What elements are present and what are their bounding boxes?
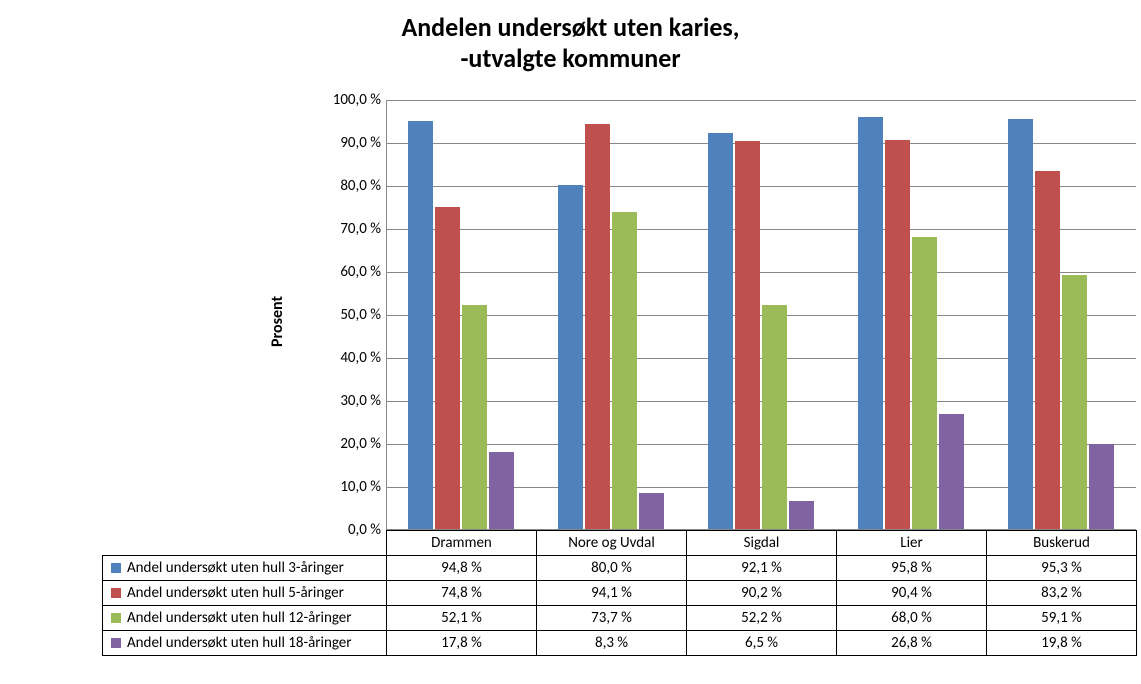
- data-cell: 19,8 %: [987, 631, 1137, 656]
- data-cell: 73,7 %: [537, 606, 687, 631]
- y-tick-label: 60,0 %: [340, 263, 387, 281]
- title-line-2: -utvalgte kommuner: [0, 43, 1141, 74]
- data-cell: 17,8 %: [387, 631, 537, 656]
- title-line-1: Andelen undersøkt uten karies,: [0, 12, 1141, 43]
- data-cell: 80,0 %: [537, 556, 687, 581]
- data-cell: 92,1 %: [687, 556, 837, 581]
- bar: [612, 212, 637, 529]
- y-tick-label: 50,0 %: [340, 306, 387, 324]
- category-header: Drammen: [387, 531, 537, 556]
- series-legend-cell: Andel undersøkt uten hull 3-åringer: [103, 556, 387, 581]
- bar: [489, 452, 514, 529]
- y-tick-label: 20,0 %: [340, 435, 387, 453]
- data-cell: 90,2 %: [687, 581, 837, 606]
- y-tick-label: 40,0 %: [340, 349, 387, 367]
- bar: [735, 141, 760, 529]
- bar: [939, 414, 964, 529]
- bar: [462, 305, 487, 529]
- data-cell: 52,1 %: [387, 606, 537, 631]
- bar: [912, 237, 937, 529]
- series-label: Andel undersøkt uten hull 5-åringer: [127, 584, 344, 602]
- data-cell: 83,2 %: [987, 581, 1137, 606]
- data-cell: 6,5 %: [687, 631, 837, 656]
- series-label: Andel undersøkt uten hull 3-åringer: [127, 559, 344, 577]
- bar: [762, 305, 787, 529]
- bar: [435, 207, 460, 529]
- bar: [789, 501, 814, 529]
- legend-swatch: [111, 563, 121, 573]
- data-cell: 94,8 %: [387, 556, 537, 581]
- table-header-row: DrammenNore og UvdalSigdalLierBuskerud: [103, 531, 1137, 556]
- y-tick-label: 30,0 %: [340, 392, 387, 410]
- table-row: Andel undersøkt uten hull 12-åringer 52,1…: [103, 606, 1137, 631]
- bar: [858, 117, 883, 529]
- y-tick-label: 80,0 %: [340, 177, 387, 195]
- series-legend-cell: Andel undersøkt uten hull 5-åringer: [103, 581, 387, 606]
- category-header: Lier: [837, 531, 987, 556]
- bar: [1008, 119, 1033, 529]
- bar: [558, 185, 583, 529]
- series-legend-cell: Andel undersøkt uten hull 12-åringer: [103, 606, 387, 631]
- category-header: Sigdal: [687, 531, 837, 556]
- bar: [708, 133, 733, 529]
- y-tick-label: 10,0 %: [340, 478, 387, 496]
- chart-title: Andelen undersøkt uten karies, -utvalgte…: [0, 0, 1141, 74]
- table-row: Andel undersøkt uten hull 5-åringer 74,8 …: [103, 581, 1137, 606]
- data-cell: 94,1 %: [537, 581, 687, 606]
- legend-swatch: [111, 638, 121, 648]
- y-axis-label: Prosent: [268, 296, 287, 347]
- table-row: Andel undersøkt uten hull 18-åringer 17,8…: [103, 631, 1137, 656]
- y-tick-label: 90,0 %: [340, 134, 387, 152]
- y-tick-label: 100,0 %: [333, 91, 387, 109]
- plot-area: 0,0 %10,0 %20,0 %30,0 %40,0 %50,0 %60,0 …: [386, 100, 1136, 530]
- bar: [585, 124, 610, 529]
- data-cell: 90,4 %: [837, 581, 987, 606]
- data-cell: 74,8 %: [387, 581, 537, 606]
- series-label: Andel undersøkt uten hull 12-åringer: [127, 609, 351, 627]
- y-tick-label: 70,0 %: [340, 220, 387, 238]
- data-table: DrammenNore og UvdalSigdalLierBuskerudAn…: [102, 530, 1137, 656]
- gridline: [387, 100, 1136, 101]
- bar: [885, 140, 910, 529]
- data-cell: 52,2 %: [687, 606, 837, 631]
- data-cell: 26,8 %: [837, 631, 987, 656]
- table-blank-header: [103, 531, 387, 556]
- category-header: Nore og Uvdal: [537, 531, 687, 556]
- data-cell: 95,3 %: [987, 556, 1137, 581]
- category-header: Buskerud: [987, 531, 1137, 556]
- bar: [1062, 275, 1087, 529]
- data-cell: 8,3 %: [537, 631, 687, 656]
- bar: [408, 121, 433, 529]
- legend-swatch: [111, 613, 121, 623]
- data-cell: 95,8 %: [837, 556, 987, 581]
- bar: [1089, 444, 1114, 529]
- table-row: Andel undersøkt uten hull 3-åringer 94,8 …: [103, 556, 1137, 581]
- chart-container: Andelen undersøkt uten karies, -utvalgte…: [0, 0, 1141, 684]
- bar: [1035, 171, 1060, 529]
- series-label: Andel undersøkt uten hull 18-åringer: [127, 634, 351, 652]
- data-cell: 59,1 %: [987, 606, 1137, 631]
- legend-swatch: [111, 588, 121, 598]
- bar: [639, 493, 664, 529]
- series-legend-cell: Andel undersøkt uten hull 18-åringer: [103, 631, 387, 656]
- data-cell: 68,0 %: [837, 606, 987, 631]
